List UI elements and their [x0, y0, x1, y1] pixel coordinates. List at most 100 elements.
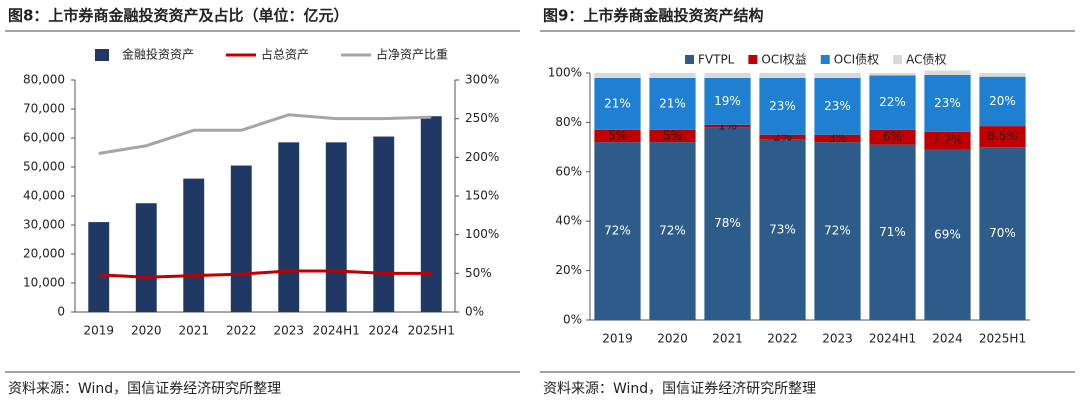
legend-label: OCI权益: [761, 53, 806, 67]
bar-segment: [704, 124, 751, 128]
bar-segment: [814, 134, 861, 143]
legend-label: FVTPL: [698, 53, 735, 67]
y2-tick-label: 150%: [465, 189, 499, 203]
line: [98, 269, 432, 279]
y-tick-label: 40,000: [23, 189, 65, 203]
y-tick-label: 70,000: [23, 102, 65, 116]
x-tick-label: 2021: [178, 324, 209, 338]
data-label: 21%: [659, 96, 686, 110]
data-label: 70%: [989, 226, 1016, 240]
bar-segment: [704, 77, 751, 125]
bar: [373, 136, 395, 312]
y-tick-label: 80,000: [23, 73, 65, 87]
bar-segment: [649, 142, 696, 320]
data-label: 69%: [934, 227, 961, 241]
y-tick-label: 60%: [555, 164, 582, 178]
data-label: 20%: [989, 94, 1016, 108]
source-note: 资料来源：Wind，国信证券经济研究所整理: [8, 381, 281, 397]
data-label: 72%: [824, 224, 851, 238]
legend-label: 占总资产: [261, 47, 309, 62]
bar-segment: [814, 142, 861, 320]
bar-segment: [869, 144, 916, 320]
data-label: 23%: [769, 99, 796, 113]
bar-segment: [594, 73, 641, 78]
source-note: 资料来源：Wind，国信证券经济研究所整理: [543, 381, 816, 397]
bar-segment: [979, 126, 1026, 148]
x-tick-label: 2024: [368, 324, 399, 338]
x-tick-label: 2020: [131, 324, 162, 338]
data-label: 72%: [659, 224, 686, 238]
bar: [325, 142, 347, 312]
y-tick-label: 50,000: [23, 160, 65, 174]
bar-segment: [869, 129, 916, 145]
x-tick-label: 2021: [712, 332, 743, 346]
bar-segment: [759, 77, 806, 135]
bar-segment: [704, 73, 751, 78]
y-tick-label: 0: [57, 305, 65, 319]
y2-tick-label: 200%: [465, 150, 499, 164]
bar-segment: [924, 149, 971, 320]
data-label: 73%: [769, 222, 796, 236]
bar-segment: [869, 75, 916, 130]
data-label: 23%: [824, 99, 851, 113]
chart-title: 图8：上市券商金融投资资产及占比（单位：亿元）: [8, 7, 348, 25]
x-tick-label: 2023: [822, 332, 853, 346]
data-label: 78%: [714, 216, 741, 230]
bar: [183, 178, 205, 312]
bar-segment: [594, 129, 641, 143]
x-tick-label: 2019: [602, 332, 633, 346]
bar: [278, 142, 300, 312]
x-tick-label: 2024H1: [869, 332, 916, 346]
line: [98, 113, 432, 155]
legend-swatch: [685, 55, 694, 64]
y-tick-label: 0%: [563, 313, 582, 327]
bar-segment: [924, 74, 971, 132]
data-label: 5%: [663, 128, 682, 142]
x-tick-label: 2024H1: [313, 324, 360, 338]
y-tick-label: 100%: [548, 66, 582, 80]
bar-segment: [979, 73, 1026, 77]
x-tick-label: 2025H1: [979, 332, 1026, 346]
bar: [135, 203, 157, 312]
bar-segment: [649, 73, 696, 78]
legend-swatch: [893, 55, 903, 64]
bar-segment: [814, 77, 861, 135]
y2-tick-label: 0%: [465, 305, 484, 319]
legend-label: OCI债权: [834, 53, 879, 67]
bar-segment: [814, 73, 861, 78]
bar-segment: [759, 73, 806, 78]
y-tick-label: 10,000: [23, 276, 65, 290]
legend-swatch: [748, 55, 758, 64]
bar: [88, 222, 110, 312]
legend-label: 占净资产比重: [376, 47, 448, 62]
bar-segment: [704, 127, 751, 320]
bar: [420, 116, 442, 312]
y-tick-label: 20,000: [23, 247, 65, 261]
x-tick-label: 2023: [273, 324, 304, 338]
bar-segment: [649, 77, 696, 130]
x-tick-label: 2022: [767, 332, 798, 346]
x-tick-label: 2019: [83, 324, 114, 338]
data-label: 8.5%: [987, 129, 1018, 143]
legend-label: AC债权: [906, 53, 946, 67]
bar-segment: [979, 76, 1026, 127]
bar-segment: [759, 134, 806, 140]
data-label: 71%: [879, 225, 906, 239]
bar-segment: [594, 142, 641, 320]
data-label: 6%: [883, 130, 902, 144]
legend-swatch: [820, 55, 830, 64]
data-label: 19%: [714, 94, 741, 108]
y-tick-label: 20%: [555, 263, 582, 277]
bar-segment: [979, 147, 1026, 320]
bar-segment: [759, 139, 806, 320]
y2-tick-label: 300%: [465, 73, 499, 87]
y-tick-label: 60,000: [23, 131, 65, 145]
bar-segment: [924, 131, 971, 150]
bar-segment: [649, 129, 696, 143]
legend-label: 金融投资资产: [122, 47, 194, 62]
data-label: 23%: [934, 96, 961, 110]
data-label: 7.2%: [932, 133, 963, 147]
legend-swatch: [95, 49, 109, 61]
x-tick-label: 2022: [226, 324, 257, 338]
